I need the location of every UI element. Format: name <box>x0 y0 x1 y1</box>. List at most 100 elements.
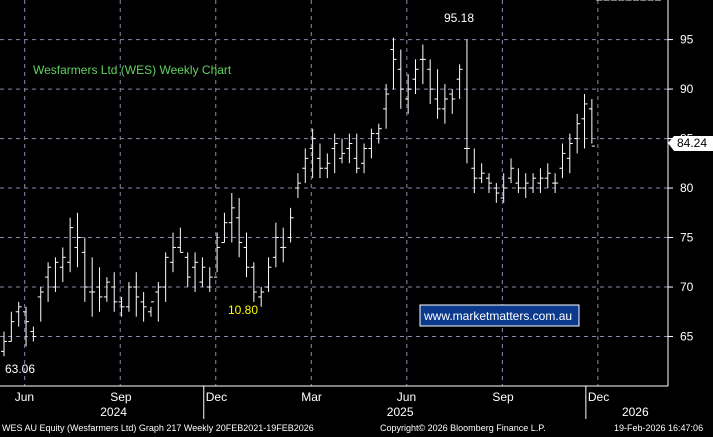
ohlc-bar <box>375 123 382 144</box>
ohlc-bar <box>15 301 22 327</box>
ohlc-bar <box>566 133 573 174</box>
ohlc-bar <box>515 168 522 193</box>
ohlc-bar <box>316 143 323 179</box>
ohlc-bar <box>441 84 448 124</box>
ohlc-bar <box>272 222 279 268</box>
ohlc-bar <box>140 291 147 322</box>
ohlc-bar <box>214 232 221 278</box>
ohlc-bar <box>287 207 294 243</box>
ohlc-bar <box>199 257 206 288</box>
x-month-label: Dec <box>588 390 609 404</box>
ohlc-bar <box>236 197 243 258</box>
ohlc-bar <box>45 262 52 302</box>
footer-left: WES AU Equity (Wesfarmers Ltd) Graph 217… <box>2 423 314 433</box>
ohlc-bar <box>1 331 7 357</box>
ohlc-bar <box>206 267 213 292</box>
ohlc-bar <box>427 59 434 104</box>
grid-lines <box>0 0 669 387</box>
ohlc-bar <box>52 257 59 292</box>
ohlc-bar <box>449 89 456 114</box>
ohlc-bar <box>37 287 44 322</box>
ohlc-bar <box>559 143 566 179</box>
footer-right: 19-Feb-2026 16:47:06 <box>614 423 704 433</box>
ohlc-bar <box>508 158 515 184</box>
y-axis: 65707580859095 <box>668 33 694 344</box>
ohlc-bar <box>397 49 404 109</box>
ohlc-bar <box>243 232 250 278</box>
ohlc-bar <box>368 128 375 159</box>
x-year-label: 2024 <box>100 405 127 419</box>
ohlc-bar <box>67 217 74 273</box>
ohlc-bar <box>500 173 507 203</box>
ohlc-bar <box>250 262 257 302</box>
watermark-text: www.marketmatters.com.au <box>423 309 572 323</box>
x-year-label: 2026 <box>622 405 649 419</box>
y-tick-label: 90 <box>680 82 694 96</box>
footer-bar: WES AU Equity (Wesfarmers Ltd) Graph 217… <box>0 419 713 437</box>
ohlc-bar <box>353 133 360 174</box>
chart-background <box>0 0 713 419</box>
x-month-label: Jun <box>397 390 416 404</box>
ohlc-bar <box>383 84 390 129</box>
ohlc-bar <box>463 39 470 164</box>
x-month-label: Sep <box>110 390 132 404</box>
ohlc-bar <box>294 173 301 198</box>
ohlc-bar <box>221 212 228 243</box>
x-month-label: Dec <box>206 390 227 404</box>
ohlc-bar <box>155 282 162 322</box>
last-price-label: 84.24 <box>677 136 707 150</box>
high-annotation: 95.18 <box>444 11 474 25</box>
ohlc-bar <box>133 272 140 317</box>
y-tick-label: 95 <box>680 33 694 47</box>
ohlc-bar <box>258 287 265 307</box>
y-tick-label: 70 <box>680 280 694 294</box>
ohlc-bar <box>434 69 441 119</box>
ohlc-bar <box>537 168 544 193</box>
x-year-label: 2025 <box>387 405 414 419</box>
low-annotation: 63.06 <box>5 362 35 376</box>
price-chart: 65707580859095 JunSepDecMarJunSepDec2024… <box>0 0 713 419</box>
chart-title: Wesfarmers Ltd (WES) Weekly Chart <box>33 63 232 77</box>
ohlc-bar <box>228 193 235 243</box>
ohlc-bar <box>530 173 537 193</box>
x-axis: Jun Sep Dec Mar Jun Sep Dec 2024 2025 2026 <box>15 386 649 419</box>
x-month-label: Mar <box>301 390 322 404</box>
ohlc-bar <box>111 272 118 312</box>
ohlc-bar <box>192 252 199 292</box>
ohlc-bar <box>339 138 346 164</box>
y-tick-label: 80 <box>680 181 694 195</box>
ohlc-bar <box>125 282 132 312</box>
ohlc-bar <box>96 267 103 312</box>
ohlc-bar <box>346 133 353 164</box>
ohlc-bar <box>471 148 478 193</box>
x-month-label: Jun <box>15 390 34 404</box>
ohlc-bar <box>81 237 88 302</box>
ohlc-bar <box>147 301 154 317</box>
ohlc-bar <box>478 163 485 184</box>
footer-middle: Copyright© 2026 Bloomberg Finance L.P. <box>380 423 546 433</box>
ohlc-bar <box>30 326 37 342</box>
ohlc-bar <box>8 311 15 342</box>
ohlc-bar <box>324 153 331 179</box>
ohlc-bars <box>1 0 661 357</box>
ohlc-bar <box>493 183 500 203</box>
ohlc-bar <box>302 148 309 184</box>
ohlc-bar <box>456 64 463 99</box>
ohlc-bar <box>280 227 287 263</box>
ohlc-bar <box>544 163 551 189</box>
x-month-label: Sep <box>492 390 514 404</box>
ohlc-bar <box>581 94 588 149</box>
y-tick-label: 75 <box>680 231 694 245</box>
ohlc-bar <box>485 173 492 193</box>
ohlc-bar <box>552 173 559 193</box>
y-tick-label: 65 <box>680 330 694 344</box>
ohlc-bar <box>390 37 397 90</box>
ohlc-bar <box>361 143 368 174</box>
watermark: www.marketmatters.com.au <box>419 304 580 327</box>
ohlc-bar <box>23 306 30 347</box>
last-price-marker: 84.24 <box>668 136 713 151</box>
ohlc-bar <box>162 252 169 302</box>
ohlc-bar <box>588 98 595 147</box>
ohlc-bar <box>184 252 191 288</box>
ohlc-bar <box>419 44 426 85</box>
